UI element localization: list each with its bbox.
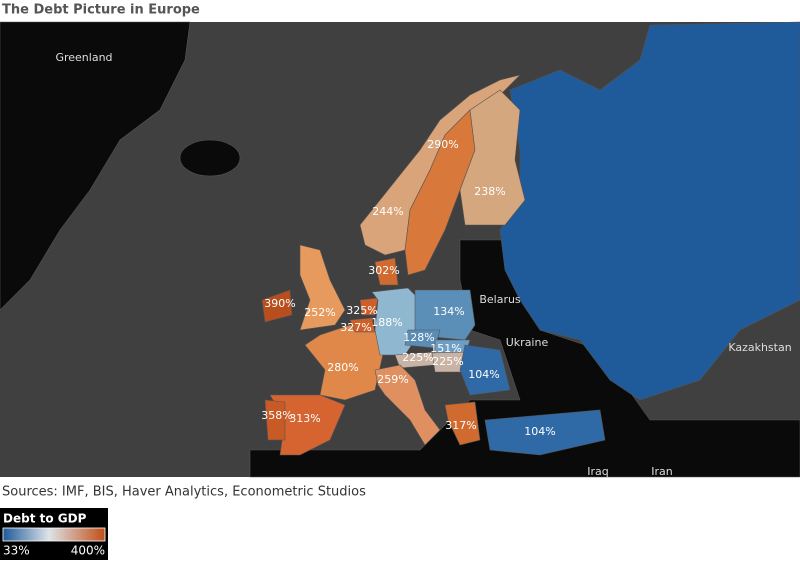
belgium: [349, 317, 376, 333]
value-label: 252%: [304, 306, 335, 319]
value-label: 313%: [289, 412, 320, 425]
value-label: 104%: [524, 425, 555, 438]
italy: [374, 364, 441, 446]
value-label: 327%: [340, 321, 371, 334]
place-label: Iran: [651, 465, 673, 478]
source: Sources: IMF, BIS, Haver Analytics, Econ…: [2, 485, 366, 500]
map-labels: Greenland Belarus Ukraine Kazakhstan Iraq Ira…: [55, 51, 791, 478]
russia: [499, 21, 800, 401]
iceland: [179, 139, 241, 177]
value-label: 280%: [327, 361, 358, 374]
land: [249, 239, 800, 478]
greenland: [0, 21, 191, 311]
value-label: 134%: [433, 305, 464, 318]
value-label: 128%: [403, 331, 434, 344]
turkey: [484, 409, 606, 456]
value-label: 238%: [474, 185, 505, 198]
finland: [459, 89, 526, 226]
value-label: 259%: [377, 373, 408, 386]
ireland: [261, 289, 293, 323]
value-label: 325%: [346, 304, 377, 317]
romania: [459, 344, 511, 396]
legend-gradient: [2, 527, 106, 542]
value-label: 358%: [261, 409, 292, 422]
value-label: 104%: [468, 368, 499, 381]
value-label: 317%: [445, 419, 476, 432]
legend-max: 400%: [71, 544, 105, 558]
value-label: 188%: [371, 316, 402, 329]
map: [0, 21, 800, 478]
place-label: Ukraine: [506, 336, 549, 349]
netherlands: [359, 297, 379, 316]
uk: [299, 244, 346, 331]
place-label: Kazakhstan: [728, 341, 791, 354]
legend-min: 33%: [3, 544, 30, 558]
value-label: 290%: [427, 138, 458, 151]
value-label: 225%: [402, 351, 433, 364]
value-label: 302%: [368, 264, 399, 277]
place-label: Iraq: [587, 465, 609, 478]
title: The Debt Picture in Europe: [2, 3, 200, 18]
value-label: 390%: [264, 297, 295, 310]
place-label: Belarus: [479, 293, 521, 306]
poland: [414, 289, 476, 341]
legend: Debt to GDP 33% 400%: [0, 508, 108, 560]
denmark: [374, 257, 399, 286]
value-label: 225%: [432, 355, 463, 368]
place-label: Greenland: [55, 51, 112, 64]
greece: [444, 401, 481, 446]
portugal: [264, 399, 286, 441]
legend-title: Debt to GDP: [3, 512, 87, 526]
value-label: 244%: [372, 205, 403, 218]
value-label: 151%: [430, 342, 461, 355]
